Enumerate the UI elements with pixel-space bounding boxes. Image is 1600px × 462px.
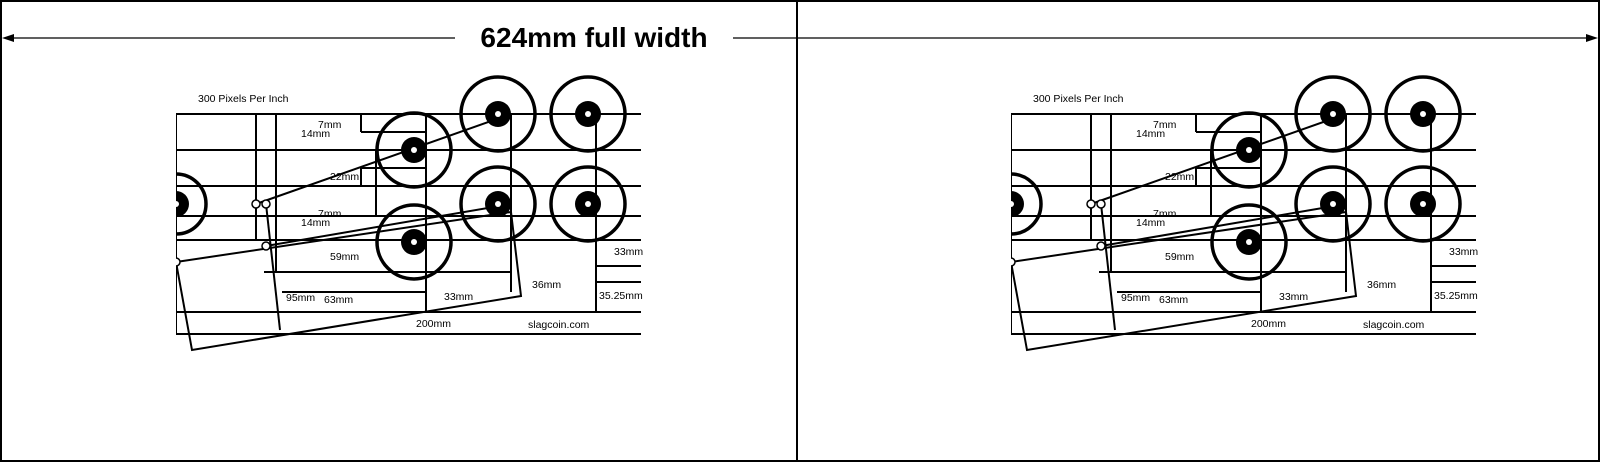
dim-22mm: 22mm [1165, 171, 1194, 183]
dim-200mm: 200mm [1251, 318, 1286, 330]
layout-panel-right: 300 Pixels Per Inch 7mm 14mm 22mm 7mm 14… [1011, 75, 1478, 352]
dim-63mm: 63mm [1159, 294, 1188, 306]
dim-33mm-bottom: 33mm [444, 291, 473, 303]
dim-14mm-mid: 14mm [1136, 217, 1165, 229]
dim-59mm: 59mm [330, 251, 359, 263]
dim-33mm-bottom: 33mm [1279, 291, 1308, 303]
ppi-label: 300 Pixels Per Inch [1033, 93, 1124, 105]
dim-7mm-mid: 7mm [1153, 208, 1177, 220]
dim-33mm-right: 33mm [1449, 246, 1478, 258]
ppi-label: 300 Pixels Per Inch [198, 93, 289, 105]
dim-14mm-top: 14mm [301, 128, 330, 140]
dim-35-25mm: 35.25mm [599, 290, 643, 302]
dim-63mm: 63mm [324, 294, 353, 306]
layout-panel-left: 300 Pixels Per Inch 7mm 14mm 22mm 7mm 14… [176, 75, 643, 352]
arrow-right-icon [1586, 34, 1598, 42]
arrow-left-icon [2, 34, 14, 42]
dim-7mm-mid: 7mm [318, 208, 342, 220]
dim-95mm: 95mm [1121, 292, 1150, 304]
dim-7mm-top: 7mm [1153, 119, 1177, 131]
dim-36mm: 36mm [532, 279, 561, 291]
dim-59mm: 59mm [1165, 251, 1194, 263]
site-label: slagcoin.com [528, 319, 590, 331]
page-title: 624mm full width [480, 22, 707, 53]
dim-35-25mm: 35.25mm [1434, 290, 1478, 302]
dim-95mm: 95mm [286, 292, 315, 304]
dim-7mm-top: 7mm [318, 119, 342, 131]
dim-14mm-top: 14mm [1136, 128, 1165, 140]
dim-14mm-mid: 14mm [301, 217, 330, 229]
dim-36mm: 36mm [1367, 279, 1396, 291]
dim-22mm: 22mm [330, 171, 359, 183]
dim-200mm: 200mm [416, 318, 451, 330]
dim-33mm-right: 33mm [614, 246, 643, 258]
site-label: slagcoin.com [1363, 319, 1425, 331]
